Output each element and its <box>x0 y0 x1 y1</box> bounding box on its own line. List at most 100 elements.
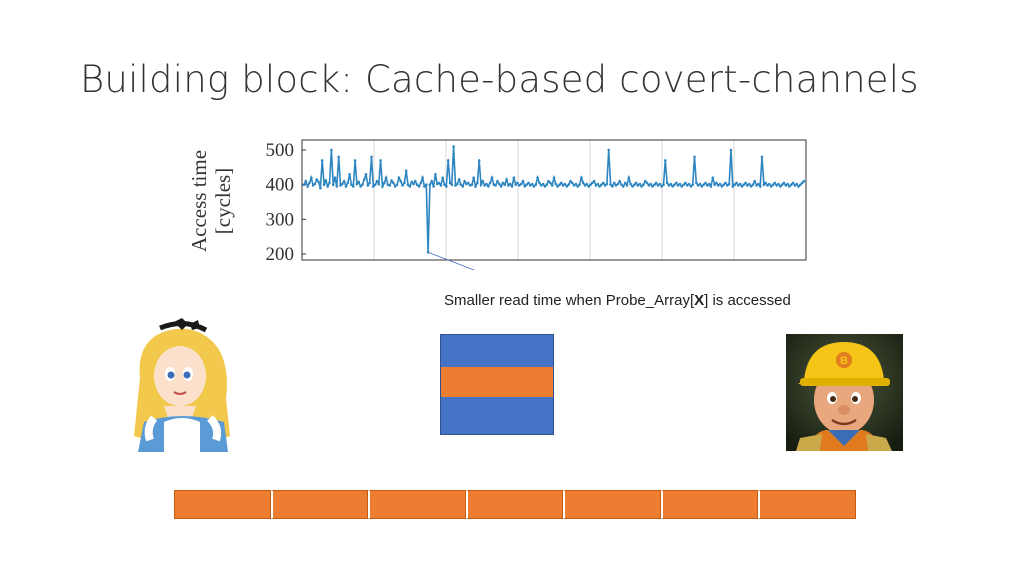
data-point <box>724 181 727 185</box>
data-point <box>570 181 574 185</box>
y-tick-label: 300 <box>266 209 295 230</box>
data-point <box>446 159 450 162</box>
data-point <box>693 155 696 159</box>
data-point <box>425 183 428 186</box>
data-point <box>428 183 432 186</box>
data-point <box>390 179 393 182</box>
data-point <box>709 185 713 188</box>
annotation-text: Smaller read time when Probe_Array[X] is… <box>444 292 791 309</box>
data-point <box>777 182 780 186</box>
data-point <box>680 185 683 188</box>
data-point <box>319 186 322 190</box>
data-point <box>443 183 446 186</box>
data-point <box>614 184 618 187</box>
probe-array <box>174 490 857 519</box>
probe-array-cell <box>174 490 271 519</box>
slide-title: Building block: Cache-based covert-chann… <box>80 58 919 101</box>
data-point <box>793 184 797 187</box>
data-point <box>707 182 711 186</box>
data-point <box>452 145 455 148</box>
data-point <box>799 183 802 186</box>
data-point <box>636 184 640 187</box>
data-point <box>359 185 362 188</box>
data-point <box>779 185 782 188</box>
data-point <box>523 185 527 188</box>
data-point <box>638 182 642 186</box>
data-point <box>629 182 632 186</box>
data-point <box>800 181 804 185</box>
data-point <box>647 184 651 187</box>
data-point <box>563 182 567 186</box>
data-point <box>538 181 541 185</box>
data-point <box>678 182 682 186</box>
data-point <box>302 183 306 186</box>
data-point <box>689 185 693 188</box>
data-point <box>578 183 581 186</box>
data-point <box>550 184 554 187</box>
data-point <box>445 185 448 188</box>
data-point <box>357 180 360 184</box>
series-line-group <box>302 145 806 254</box>
plot-frame <box>301 139 807 261</box>
data-point <box>653 183 656 186</box>
data-point <box>317 180 320 184</box>
chart-grid <box>373 140 735 260</box>
data-point <box>404 169 408 173</box>
data-point <box>656 184 660 187</box>
data-point <box>561 184 565 187</box>
data-point <box>722 183 725 186</box>
data-point <box>518 184 521 187</box>
data-point <box>370 155 373 159</box>
data-point <box>529 184 532 187</box>
data-point <box>430 179 433 183</box>
data-point <box>704 181 707 185</box>
data-point <box>768 182 771 186</box>
data-point <box>434 173 437 176</box>
data-point <box>667 184 671 187</box>
data-point <box>477 159 481 162</box>
data-point <box>603 184 607 187</box>
data-point <box>488 181 492 185</box>
data-point <box>498 182 501 186</box>
data-point <box>521 179 525 183</box>
data-point <box>381 185 384 188</box>
data-point <box>643 179 647 183</box>
data-point <box>352 185 355 188</box>
data-point <box>786 182 789 186</box>
data-point <box>640 185 643 188</box>
y-tick-label: 200 <box>266 244 295 265</box>
data-point <box>408 185 412 188</box>
data-point <box>580 176 583 179</box>
data-point <box>706 184 709 187</box>
data-point <box>466 181 470 185</box>
data-point <box>658 182 662 186</box>
data-point <box>377 182 381 186</box>
data-point <box>516 181 519 185</box>
data-point <box>320 159 324 162</box>
data-point <box>543 185 547 188</box>
data-point <box>609 183 612 186</box>
data-point <box>507 184 510 187</box>
data-point <box>651 185 654 188</box>
data-point <box>483 184 487 187</box>
data-point <box>731 185 735 188</box>
data-point <box>485 182 488 186</box>
alice-icon <box>130 318 238 452</box>
data-point <box>525 183 528 186</box>
cache-block <box>440 334 554 435</box>
data-point <box>361 183 364 186</box>
data-point <box>342 179 346 183</box>
data-point <box>456 182 459 186</box>
data-point <box>308 181 311 185</box>
data-point <box>450 183 454 186</box>
y-axis-label-line-1: Access time <box>187 150 211 252</box>
annotation-prefix: Smaller read time when Probe_Array[ <box>444 292 695 309</box>
y-tick-label: 500 <box>266 140 295 161</box>
data-point <box>494 184 497 187</box>
data-point <box>437 181 441 185</box>
data-point <box>675 181 678 185</box>
data-point <box>631 185 634 188</box>
data-point <box>645 181 649 185</box>
data-point <box>623 181 627 185</box>
data-point <box>587 185 590 188</box>
